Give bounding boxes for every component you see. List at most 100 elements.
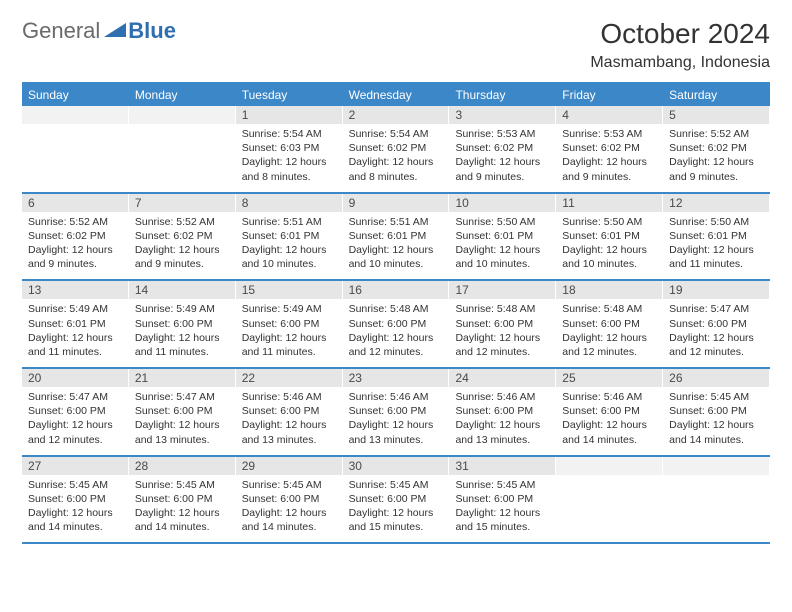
day-cell: Sunrise: 5:52 AMSunset: 6:02 PMDaylight:… — [663, 124, 770, 192]
calendar-grid: SundayMondayTuesdayWednesdayThursdayFrid… — [22, 82, 770, 544]
sunrise-text: Sunrise: 5:51 AM — [242, 215, 337, 229]
day-cell: Sunrise: 5:46 AMSunset: 6:00 PMDaylight:… — [236, 387, 343, 455]
sunrise-text: Sunrise: 5:45 AM — [349, 478, 444, 492]
sunrise-text: Sunrise: 5:49 AM — [242, 302, 337, 316]
daylight-text: Daylight: 12 hours and 12 minutes. — [562, 331, 657, 359]
daylight-text: Daylight: 12 hours and 9 minutes. — [28, 243, 123, 271]
day-body-row: Sunrise: 5:45 AMSunset: 6:00 PMDaylight:… — [22, 475, 770, 545]
sunset-text: Sunset: 6:00 PM — [669, 404, 764, 418]
day-cell: Sunrise: 5:54 AMSunset: 6:02 PMDaylight:… — [343, 124, 450, 192]
day-cell: Sunrise: 5:51 AMSunset: 6:01 PMDaylight:… — [343, 212, 450, 280]
date-number — [22, 106, 129, 124]
sunrise-text: Sunrise: 5:45 AM — [28, 478, 123, 492]
date-number: 13 — [22, 281, 129, 299]
day-cell: Sunrise: 5:45 AMSunset: 6:00 PMDaylight:… — [236, 475, 343, 543]
day-body-row: Sunrise: 5:47 AMSunset: 6:00 PMDaylight:… — [22, 387, 770, 457]
day-cell: Sunrise: 5:48 AMSunset: 6:00 PMDaylight:… — [449, 299, 556, 367]
sunrise-text: Sunrise: 5:52 AM — [135, 215, 230, 229]
daylight-text: Daylight: 12 hours and 11 minutes. — [135, 331, 230, 359]
weekday-header: Wednesday — [343, 84, 450, 106]
logo-triangle-icon — [104, 23, 126, 39]
sunset-text: Sunset: 6:00 PM — [242, 492, 337, 506]
day-cell: Sunrise: 5:47 AMSunset: 6:00 PMDaylight:… — [22, 387, 129, 455]
daylight-text: Daylight: 12 hours and 15 minutes. — [349, 506, 444, 534]
date-number: 10 — [449, 194, 556, 212]
sunset-text: Sunset: 6:00 PM — [242, 317, 337, 331]
date-number: 2 — [343, 106, 450, 124]
day-cell: Sunrise: 5:52 AMSunset: 6:02 PMDaylight:… — [22, 212, 129, 280]
date-number: 31 — [449, 457, 556, 475]
sunrise-text: Sunrise: 5:45 AM — [669, 390, 764, 404]
day-cell: Sunrise: 5:50 AMSunset: 6:01 PMDaylight:… — [663, 212, 770, 280]
date-number: 23 — [343, 369, 450, 387]
sunrise-text: Sunrise: 5:54 AM — [349, 127, 444, 141]
sunset-text: Sunset: 6:01 PM — [669, 229, 764, 243]
sunrise-text: Sunrise: 5:50 AM — [562, 215, 657, 229]
daylight-text: Daylight: 12 hours and 13 minutes. — [242, 418, 337, 446]
day-cell: Sunrise: 5:53 AMSunset: 6:02 PMDaylight:… — [449, 124, 556, 192]
day-cell: Sunrise: 5:45 AMSunset: 6:00 PMDaylight:… — [22, 475, 129, 543]
sunrise-text: Sunrise: 5:52 AM — [669, 127, 764, 141]
daylight-text: Daylight: 12 hours and 14 minutes. — [135, 506, 230, 534]
sunset-text: Sunset: 6:01 PM — [28, 317, 123, 331]
day-cell: Sunrise: 5:54 AMSunset: 6:03 PMDaylight:… — [236, 124, 343, 192]
sunset-text: Sunset: 6:01 PM — [562, 229, 657, 243]
daylight-text: Daylight: 12 hours and 11 minutes. — [28, 331, 123, 359]
daylight-text: Daylight: 12 hours and 10 minutes. — [562, 243, 657, 271]
daylight-text: Daylight: 12 hours and 9 minutes. — [562, 155, 657, 183]
daylight-text: Daylight: 12 hours and 14 minutes. — [242, 506, 337, 534]
sunrise-text: Sunrise: 5:47 AM — [135, 390, 230, 404]
sunrise-text: Sunrise: 5:46 AM — [455, 390, 550, 404]
daylight-text: Daylight: 12 hours and 11 minutes. — [669, 243, 764, 271]
sunrise-text: Sunrise: 5:46 AM — [562, 390, 657, 404]
daylight-text: Daylight: 12 hours and 13 minutes. — [135, 418, 230, 446]
sunset-text: Sunset: 6:00 PM — [135, 404, 230, 418]
date-number: 7 — [129, 194, 236, 212]
date-number-row: 6789101112 — [22, 194, 770, 212]
date-number: 12 — [663, 194, 770, 212]
sunset-text: Sunset: 6:01 PM — [455, 229, 550, 243]
sunset-text: Sunset: 6:02 PM — [669, 141, 764, 155]
daylight-text: Daylight: 12 hours and 13 minutes. — [349, 418, 444, 446]
date-number: 6 — [22, 194, 129, 212]
weekday-header: Saturday — [663, 84, 770, 106]
daylight-text: Daylight: 12 hours and 8 minutes. — [349, 155, 444, 183]
daylight-text: Daylight: 12 hours and 10 minutes. — [349, 243, 444, 271]
sunset-text: Sunset: 6:00 PM — [135, 492, 230, 506]
sunset-text: Sunset: 6:00 PM — [242, 404, 337, 418]
date-number — [663, 457, 770, 475]
weekday-header: Tuesday — [236, 84, 343, 106]
date-number: 25 — [556, 369, 663, 387]
sunset-text: Sunset: 6:02 PM — [562, 141, 657, 155]
date-number: 30 — [343, 457, 450, 475]
sunrise-text: Sunrise: 5:46 AM — [242, 390, 337, 404]
date-number: 26 — [663, 369, 770, 387]
day-cell: Sunrise: 5:48 AMSunset: 6:00 PMDaylight:… — [343, 299, 450, 367]
sunrise-text: Sunrise: 5:52 AM — [28, 215, 123, 229]
sunset-text: Sunset: 6:00 PM — [455, 404, 550, 418]
sunset-text: Sunset: 6:01 PM — [242, 229, 337, 243]
day-cell: Sunrise: 5:49 AMSunset: 6:01 PMDaylight:… — [22, 299, 129, 367]
day-body-row: Sunrise: 5:49 AMSunset: 6:01 PMDaylight:… — [22, 299, 770, 369]
daylight-text: Daylight: 12 hours and 13 minutes. — [455, 418, 550, 446]
date-number: 17 — [449, 281, 556, 299]
date-number: 16 — [343, 281, 450, 299]
day-cell: Sunrise: 5:45 AMSunset: 6:00 PMDaylight:… — [343, 475, 450, 543]
day-cell: Sunrise: 5:46 AMSunset: 6:00 PMDaylight:… — [556, 387, 663, 455]
daylight-text: Daylight: 12 hours and 12 minutes. — [349, 331, 444, 359]
title-block: October 2024 Masmambang, Indonesia — [590, 18, 770, 72]
day-cell: Sunrise: 5:52 AMSunset: 6:02 PMDaylight:… — [129, 212, 236, 280]
daylight-text: Daylight: 12 hours and 12 minutes. — [28, 418, 123, 446]
date-number: 21 — [129, 369, 236, 387]
date-number: 20 — [22, 369, 129, 387]
day-cell: Sunrise: 5:49 AMSunset: 6:00 PMDaylight:… — [236, 299, 343, 367]
weekday-header: Friday — [556, 84, 663, 106]
day-cell: Sunrise: 5:50 AMSunset: 6:01 PMDaylight:… — [449, 212, 556, 280]
date-number-row: 20212223242526 — [22, 369, 770, 387]
sunset-text: Sunset: 6:00 PM — [455, 317, 550, 331]
day-cell — [129, 124, 236, 192]
day-body-row: Sunrise: 5:54 AMSunset: 6:03 PMDaylight:… — [22, 124, 770, 194]
daylight-text: Daylight: 12 hours and 11 minutes. — [242, 331, 337, 359]
weekday-header: Thursday — [449, 84, 556, 106]
daylight-text: Daylight: 12 hours and 14 minutes. — [28, 506, 123, 534]
